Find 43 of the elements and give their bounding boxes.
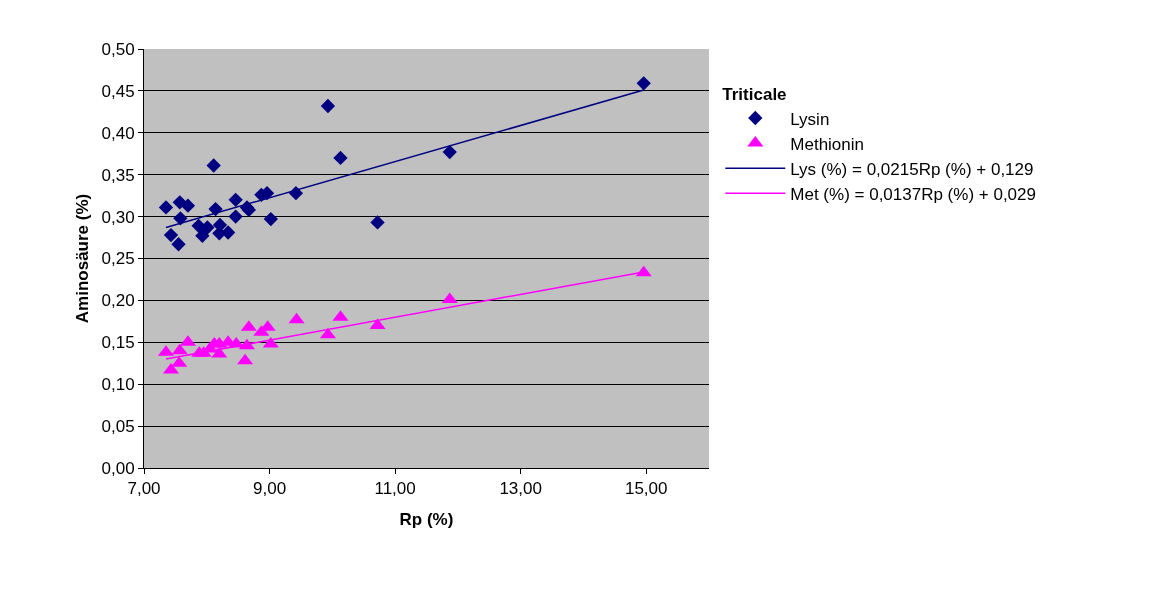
y-tick-label: 0,15 [101, 333, 135, 353]
point [228, 192, 243, 207]
point [333, 150, 348, 166]
point [171, 343, 188, 355]
y-tick-label: 0,25 [101, 249, 135, 269]
legend-label: Methionin [790, 134, 865, 154]
y-tick-label: 0,50 [101, 39, 135, 59]
point [173, 211, 188, 226]
point [200, 220, 215, 235]
y-tick-label: 0,30 [101, 207, 135, 227]
y-tick-label: 0,40 [101, 123, 135, 143]
point [206, 158, 221, 173]
point [228, 209, 243, 224]
x-tick-label: 7,00 [127, 479, 161, 499]
x-tick-label: 9,00 [253, 479, 287, 499]
point [369, 318, 386, 330]
point [636, 76, 651, 91]
point [288, 312, 305, 324]
legend-label: Lysin [790, 109, 830, 129]
point [370, 215, 385, 230]
legend-label: Met (%) = 0,0137Rp (%) + 0,029 [790, 184, 1036, 204]
x-tick-label: 13,00 [499, 479, 542, 499]
x-tick-label: 15,00 [624, 479, 668, 499]
point [263, 211, 278, 227]
point [158, 200, 174, 215]
y-tick-label: 0,05 [101, 417, 135, 437]
y-tick-label: 0,35 [101, 165, 135, 185]
y-tick-label: 0,20 [101, 291, 135, 311]
point [180, 198, 196, 213]
point [442, 144, 457, 160]
point [171, 237, 186, 252]
point [320, 98, 336, 114]
x-axis-title: Rp (%) [399, 509, 454, 529]
y-axis-title: Aminosäure (%) [73, 193, 93, 324]
point [441, 292, 458, 304]
x-tick-label: 11,00 [374, 479, 416, 499]
point [195, 228, 210, 244]
legend-label: Lys (%) = 0,0215Rp (%) + 0,129 [790, 159, 1034, 179]
legend-title: Triticale [722, 85, 787, 105]
y-tick-label: 0,00 [101, 458, 135, 478]
y-tick-label: 0,10 [101, 375, 135, 395]
y-tick-label: 0,45 [101, 81, 135, 101]
point [163, 227, 179, 243]
